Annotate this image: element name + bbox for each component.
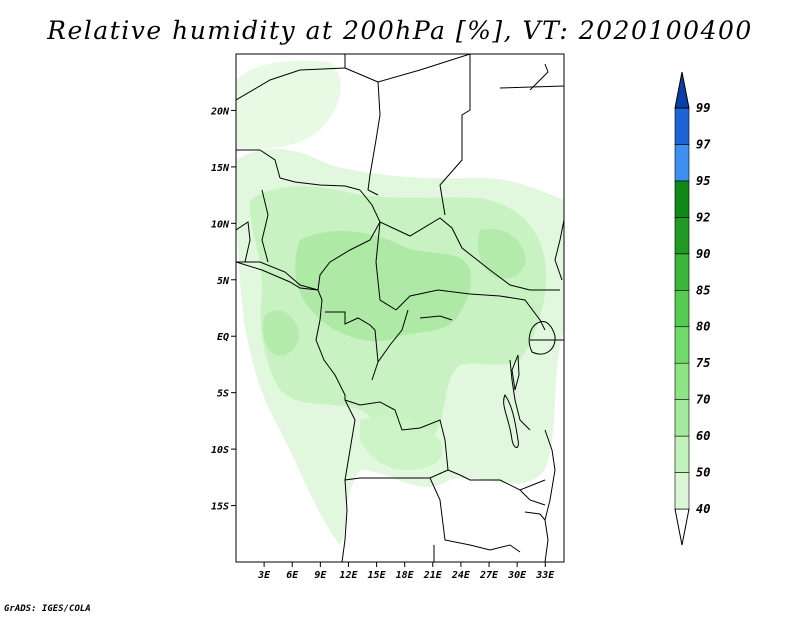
lat-tick-label: 10S <box>211 445 229 456</box>
lake-outline <box>511 354 520 391</box>
border-line <box>317 189 381 291</box>
lon-tick-label: 6E <box>286 570 299 581</box>
colorbar-label: 70 <box>696 393 710 407</box>
humidity-region-50b <box>360 416 443 471</box>
lon-tick-label: 18E <box>396 570 415 581</box>
border-line <box>509 359 531 431</box>
colorbar-segment <box>674 472 690 510</box>
lat-tick-label: 10N <box>211 219 230 230</box>
latitude-axis: 20N 15N 10N 5N EQ 5S 10S 15S <box>210 106 236 513</box>
lon-tick-label: 24E <box>451 570 471 581</box>
lon-tick-label: 9E <box>314 570 327 581</box>
colorbar-segment <box>674 144 690 182</box>
border-line <box>344 399 461 476</box>
lon-tick-label: 21E <box>423 570 443 581</box>
colorbar-upper-triangle <box>674 71 690 109</box>
humidity-region-40b <box>236 60 341 149</box>
colorbar-label: 75 <box>696 356 710 370</box>
lat-tick-label: 5N <box>217 276 230 287</box>
colorbar-label: 80 <box>696 320 710 334</box>
map-frame <box>235 53 565 563</box>
humidity-region-60c <box>477 228 526 279</box>
lake-outline <box>503 394 519 448</box>
coastline <box>236 261 356 562</box>
lon-tick-label: 15E <box>368 570 387 581</box>
colorbar-label: 92 <box>696 210 710 224</box>
colorbar-label: 99 <box>696 101 710 115</box>
grads-credit: GrADS: IGES/COLA <box>4 604 91 614</box>
border-line <box>236 261 319 291</box>
lake-outline <box>419 315 453 321</box>
colorbar-label: 95 <box>696 174 710 188</box>
lat-tick-label: 15S <box>211 502 229 513</box>
border-line <box>377 309 409 363</box>
border-line <box>375 221 397 311</box>
border-line <box>459 474 546 491</box>
border-line <box>554 219 564 281</box>
lon-tick-label: 33E <box>535 570 555 581</box>
lon-tick-label: 30E <box>507 570 527 581</box>
colorbar-label: 60 <box>696 429 710 443</box>
border-line <box>429 477 521 553</box>
border-line <box>325 311 379 381</box>
longitude-axis: 3E 6E 9E 12E 15E 18E 21E 24E 27E 30E 33E <box>257 562 555 581</box>
border-line <box>379 217 560 291</box>
colorbar-segment <box>674 326 690 364</box>
lat-tick-label: 5S <box>217 389 229 400</box>
humidity-region-60 <box>295 230 472 342</box>
border-line <box>236 54 346 101</box>
border-line <box>377 54 471 83</box>
colorbar-segment <box>674 253 690 291</box>
colorbar-label: 90 <box>696 247 710 261</box>
border-line <box>344 469 449 481</box>
lake-outline <box>499 85 564 89</box>
colorbar-segment <box>674 107 690 145</box>
border-line <box>544 429 556 562</box>
colorbar-label: 50 <box>696 466 710 480</box>
colorbar-segment <box>674 362 690 400</box>
colorbar-segment <box>674 180 690 218</box>
border-line <box>519 489 546 506</box>
lake-outline <box>528 321 556 355</box>
lon-tick-label: 27E <box>479 570 499 581</box>
lake-outline <box>529 63 549 91</box>
colorbar-label: 97 <box>696 137 711 151</box>
humidity-region-60b <box>262 310 299 356</box>
lon-tick-label: 3E <box>257 570 271 581</box>
border-line <box>395 289 546 331</box>
colorbar-label: 40 <box>696 502 710 516</box>
lake-outline <box>524 511 546 521</box>
border-line <box>261 189 269 263</box>
border-line <box>236 221 251 263</box>
colorbar-label: 85 <box>696 283 710 297</box>
lat-tick-label: 15N <box>211 163 230 174</box>
lon-tick-label: 12E <box>339 570 358 581</box>
border-line <box>279 177 361 191</box>
lat-tick-label: 20N <box>210 106 230 117</box>
colorbar-segment <box>674 289 690 328</box>
border-line <box>439 54 471 216</box>
colorbar: 40 50 60 70 75 80 85 90 92 95 97 99 <box>674 71 711 546</box>
lat-tick-label: EQ <box>217 332 229 343</box>
colorbar-lower-triangle <box>674 508 690 546</box>
colorbar-segment <box>674 399 690 437</box>
border-line <box>236 149 281 179</box>
colorbar-segment <box>674 217 690 255</box>
humidity-field <box>236 60 564 546</box>
map-title: Relative humidity at 200hPa [%], VT: 202… <box>47 16 753 45</box>
colorbar-segment <box>674 435 690 473</box>
country-borders <box>236 54 564 562</box>
